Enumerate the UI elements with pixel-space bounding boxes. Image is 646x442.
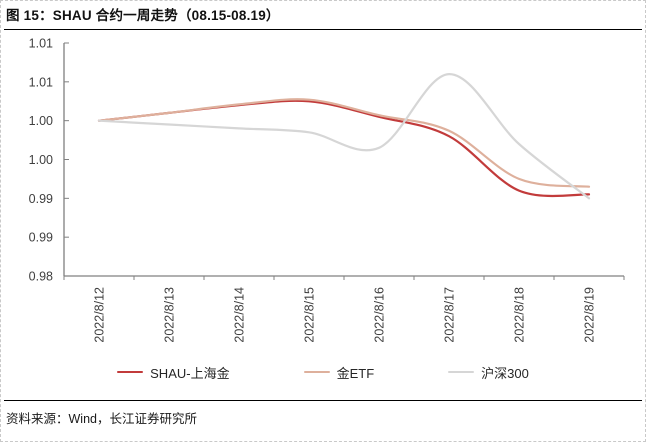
- series-line-0: [97, 99, 591, 198]
- figure-title-row: 图 15：SHAU 合约一周走势（08.15-08.19）: [4, 1, 642, 30]
- y-tick-label: 0.99: [29, 192, 53, 206]
- y-tick-label: 0.99: [29, 231, 53, 245]
- x-tick-label: 2022/8/14: [233, 287, 247, 343]
- x-tick-label: 2022/8/13: [163, 287, 177, 343]
- legend-item-etf: 金ETF: [303, 363, 375, 382]
- x-tick-label: 2022/8/18: [513, 287, 527, 343]
- legend-swatch-hs300: [448, 370, 475, 374]
- legend-swatch-shau: [117, 370, 144, 374]
- x-tick-label: 2022/8/12: [93, 287, 107, 343]
- source-row: 资料来源：Wind，长江证券研究所: [4, 400, 642, 428]
- y-tick-label: 1.00: [29, 114, 53, 128]
- y-tick-label: 1.01: [29, 37, 53, 51]
- x-tick-label: 2022/8/17: [443, 287, 457, 343]
- x-tick-label: 2022/8/19: [583, 287, 597, 343]
- x-tick-label: 2022/8/15: [303, 287, 317, 343]
- legend-item-hs300: 沪深300: [448, 363, 529, 382]
- y-tick-label: 1.00: [29, 153, 53, 167]
- series-line-2: [97, 72, 591, 200]
- chart-legend: SHAU-上海金 金ETF 沪深300: [1, 357, 645, 387]
- x-tick-label: 2022/8/16: [373, 287, 387, 343]
- line-chart: 1.01 1.01 1.00 1.00 0.99 0.99 0.98 2022/8/12 202…: [29, 37, 625, 343]
- y-tick-label: 1.01: [29, 75, 53, 89]
- legend-label-hs300: 沪深300: [481, 365, 529, 381]
- figure-title: 图 15：SHAU 合约一周走势（08.15-08.19）: [6, 8, 280, 23]
- legend-item-shau: SHAU-上海金: [117, 363, 230, 382]
- source-text: 资料来源：Wind，长江证券研究所: [6, 412, 197, 426]
- y-tick-label: 0.98: [29, 270, 53, 284]
- legend-label-etf: 金ETF: [336, 365, 375, 381]
- legend-label-shau: SHAU-上海金: [150, 365, 230, 381]
- series-line-1: [97, 98, 591, 188]
- legend-swatch-etf: [303, 370, 330, 374]
